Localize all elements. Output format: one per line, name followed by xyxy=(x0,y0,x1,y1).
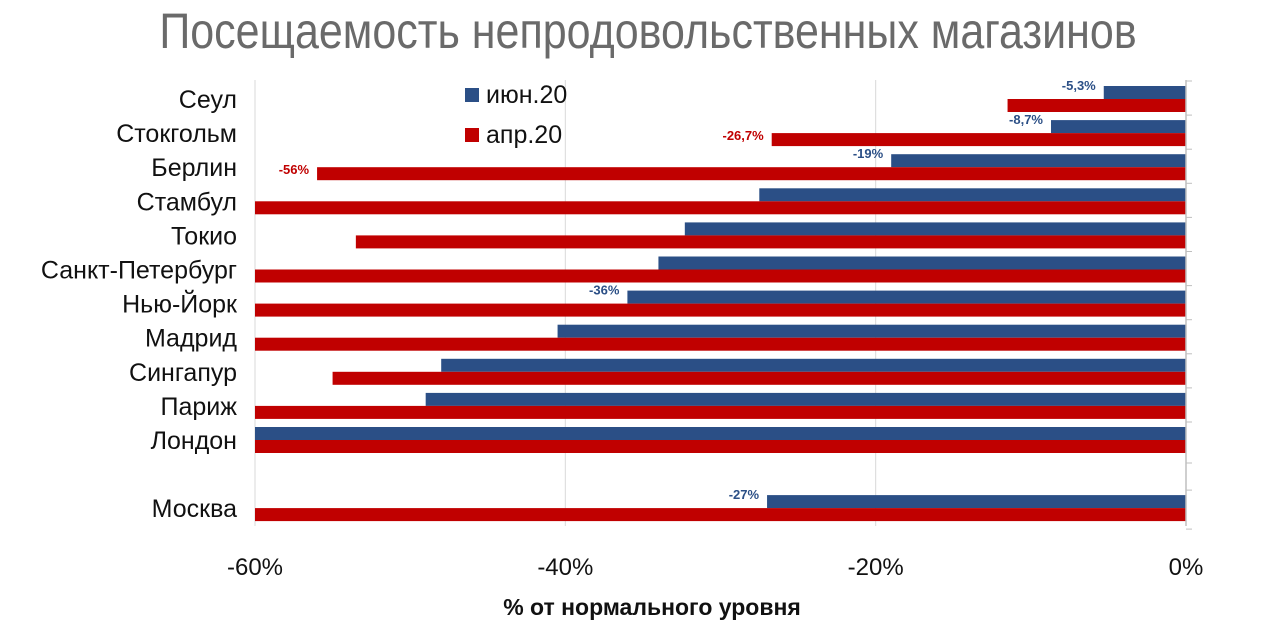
bar-jun xyxy=(759,188,1186,202)
bar-jun xyxy=(891,154,1186,168)
data-label: -8,7% xyxy=(1009,112,1043,127)
category-label: Москва xyxy=(152,495,237,523)
bar-apr xyxy=(255,337,1186,351)
bar-jun xyxy=(441,358,1186,372)
bar-apr xyxy=(317,167,1187,181)
category-label: Сеул xyxy=(179,86,237,114)
category-label: Мадрид xyxy=(145,325,237,353)
x-tick-labels: -60% -40% -20% 0% xyxy=(227,554,1203,581)
category-label: Санкт-Петербург xyxy=(41,257,237,285)
bar-jun xyxy=(767,495,1186,509)
x-tick-label: -20% xyxy=(848,554,904,581)
bar-jun xyxy=(557,324,1186,338)
data-label: -27% xyxy=(729,487,760,502)
data-label: -26,7% xyxy=(723,128,765,143)
bar-apr xyxy=(1007,99,1186,112)
x-tick-label: 0% xyxy=(1169,554,1204,581)
bar-jun xyxy=(1103,86,1186,99)
bar-apr xyxy=(355,235,1186,249)
bar-apr xyxy=(255,405,1186,419)
data-labels: -5,3% -8,7% -19% -36% -27% -26,7% -56% xyxy=(279,78,1096,502)
legend-label: июн.20 xyxy=(486,81,567,109)
bar-apr xyxy=(255,303,1186,317)
x-tick-label: -60% xyxy=(227,554,283,581)
x-tick-label: -40% xyxy=(537,554,593,581)
category-label: Сингапур xyxy=(129,359,237,387)
bar-apr xyxy=(255,508,1186,522)
legend-label: апр.20 xyxy=(486,121,562,149)
category-label: Стамбул xyxy=(137,188,237,216)
legend-swatch xyxy=(465,88,479,102)
value-axis xyxy=(1185,80,1192,530)
bars xyxy=(255,86,1187,522)
category-labels: Сеул Стокгольм Берлин Стамбул Токио Санкт-Пет… xyxy=(41,86,238,523)
bar-jun xyxy=(425,392,1186,406)
bar-jun xyxy=(658,256,1186,270)
bar-jun xyxy=(255,427,1186,440)
bar-jun xyxy=(1051,120,1186,134)
bar-apr xyxy=(255,269,1186,283)
chart-title: Посещаемость непродовольственных магазин… xyxy=(159,3,1137,59)
category-label: Берлин xyxy=(151,154,237,182)
category-label: Стокгольм xyxy=(116,120,237,148)
legend: июн.20 апр.20 xyxy=(465,81,567,149)
x-axis-label: % от нормального уровня xyxy=(503,594,801,620)
bar-apr xyxy=(332,371,1186,385)
data-label: -36% xyxy=(589,283,620,298)
category-label: Токио xyxy=(171,222,237,250)
category-label: Лондон xyxy=(151,427,237,455)
data-label: -5,3% xyxy=(1062,78,1096,93)
category-label: Париж xyxy=(161,393,238,421)
bar-jun xyxy=(684,222,1186,236)
data-label: -19% xyxy=(853,146,884,161)
bar-apr xyxy=(255,440,1186,453)
bar-jun xyxy=(627,290,1186,304)
category-label: Нью-Йорк xyxy=(122,289,238,319)
bar-apr xyxy=(255,201,1186,215)
legend-swatch xyxy=(465,128,479,142)
data-label: -56% xyxy=(279,162,310,177)
bar-apr xyxy=(771,133,1186,147)
